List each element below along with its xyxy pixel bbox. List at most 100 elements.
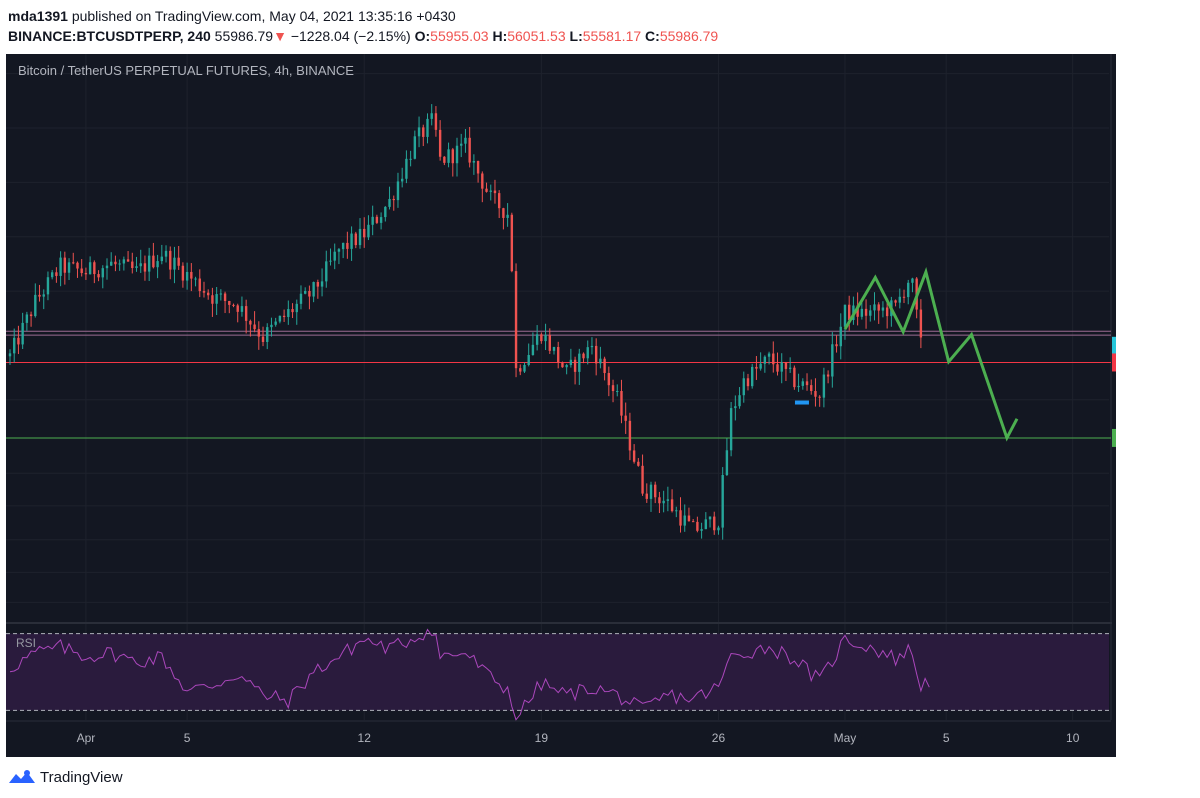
open-label: O: (414, 28, 431, 44)
candle-body (742, 378, 745, 396)
open-value: 55955.03 (430, 28, 489, 44)
candle-body (396, 181, 400, 201)
candle-body (202, 291, 206, 293)
candle-body (632, 450, 636, 462)
candle-body (493, 190, 497, 194)
candle-body (422, 127, 425, 137)
price-chart[interactable]: USDT66000.0064000.0062000.0060000.005800… (6, 54, 1116, 757)
candle-body (713, 516, 716, 531)
tradingview-brand: TradingView (40, 768, 123, 786)
candle-body (299, 293, 303, 304)
candle-body (624, 415, 627, 421)
candle-body (607, 373, 611, 386)
candle-body (147, 255, 151, 272)
candle-body (911, 278, 914, 283)
candle-body (835, 344, 838, 347)
rsi-label: RSI (16, 636, 36, 650)
candle-body (181, 265, 185, 281)
candle-body (303, 290, 307, 294)
price-axis: USDT66000.0064000.0062000.0060000.005800… (1112, 54, 1116, 757)
candle-body (228, 300, 231, 305)
candle-body (266, 327, 269, 342)
candle-body (578, 353, 581, 372)
candle-body (363, 228, 366, 238)
candle-body (8, 353, 12, 357)
change-value: −1228.04 (−2.15%) (290, 28, 411, 44)
candle-body (101, 268, 104, 278)
candle-body (63, 257, 67, 273)
low-value: 55581.17 (582, 28, 642, 44)
candle-body (139, 263, 142, 267)
candle-body (776, 364, 779, 372)
candle-body (763, 356, 767, 364)
candle-body (476, 161, 480, 174)
candle-body (700, 529, 703, 531)
candle-body (523, 364, 526, 372)
candle-body (485, 188, 488, 192)
candle-body (21, 322, 24, 345)
candle-body (97, 274, 100, 278)
candle-body (152, 255, 155, 268)
candle-body (358, 228, 362, 246)
candle-body (105, 265, 109, 269)
candle-body (236, 305, 239, 312)
candle-body (261, 336, 265, 342)
candle-body (751, 366, 754, 387)
candle-body (544, 334, 547, 342)
last-price: 55986.79 (214, 28, 274, 44)
candle-body (219, 293, 223, 295)
candle-body (59, 257, 62, 276)
candle-body (531, 344, 535, 355)
candle-body (552, 347, 556, 351)
candle-body (510, 214, 514, 272)
candle-body (599, 358, 602, 364)
candle-body (860, 308, 864, 317)
candle-body (826, 374, 830, 377)
candle-body (278, 315, 282, 322)
close-label: C: (645, 28, 660, 44)
candle-body (746, 378, 750, 387)
rsi-band-fill (6, 633, 1109, 711)
high-value: 56051.53 (507, 28, 566, 44)
candle-body (696, 521, 699, 531)
candle-body (780, 362, 783, 372)
tradingview-logo[interactable]: TradingView (8, 766, 123, 788)
candle-body (569, 359, 573, 366)
candle-body (173, 257, 176, 270)
candle-body (244, 306, 248, 321)
candle-body (114, 261, 117, 265)
candle-body (25, 314, 29, 323)
chart-title: Bitcoin / TetherUS PERPETUAL FUTURES, 4h… (18, 63, 354, 78)
candle-body (788, 367, 792, 369)
candle-body (143, 263, 147, 272)
candle-body (88, 262, 92, 275)
candle-body (400, 178, 404, 182)
candle-body (392, 198, 395, 201)
candle-body (126, 259, 130, 262)
candle-body (582, 353, 585, 359)
candle-body (316, 282, 320, 287)
ohlc-line: BINANCE:BTCUSDTPERP, 240 55986.79▼ −1228… (8, 26, 718, 46)
candle-body (135, 266, 138, 269)
tradingview-logo-icon (9, 770, 35, 783)
candle-body (738, 395, 741, 407)
candle-body (190, 271, 193, 279)
candle-body (658, 497, 661, 504)
candle-body (169, 250, 172, 270)
marker (794, 400, 809, 405)
candle-body (847, 304, 851, 320)
grid-lines (6, 54, 1116, 720)
candle-body (814, 390, 817, 397)
candle-body (240, 306, 244, 312)
candle-body (464, 137, 467, 144)
candle-body (308, 290, 311, 297)
candle-body (772, 353, 775, 365)
candle-body (687, 515, 691, 522)
candle-body (472, 161, 476, 163)
time-tick-label: 10 (1066, 731, 1080, 745)
author[interactable]: mda1391 (8, 8, 68, 24)
candle-body (590, 345, 594, 348)
candle-body (312, 282, 315, 297)
time-axis: Apr 5 12 19 26 May 5 10 (6, 720, 1111, 745)
projection-path (843, 267, 1019, 442)
